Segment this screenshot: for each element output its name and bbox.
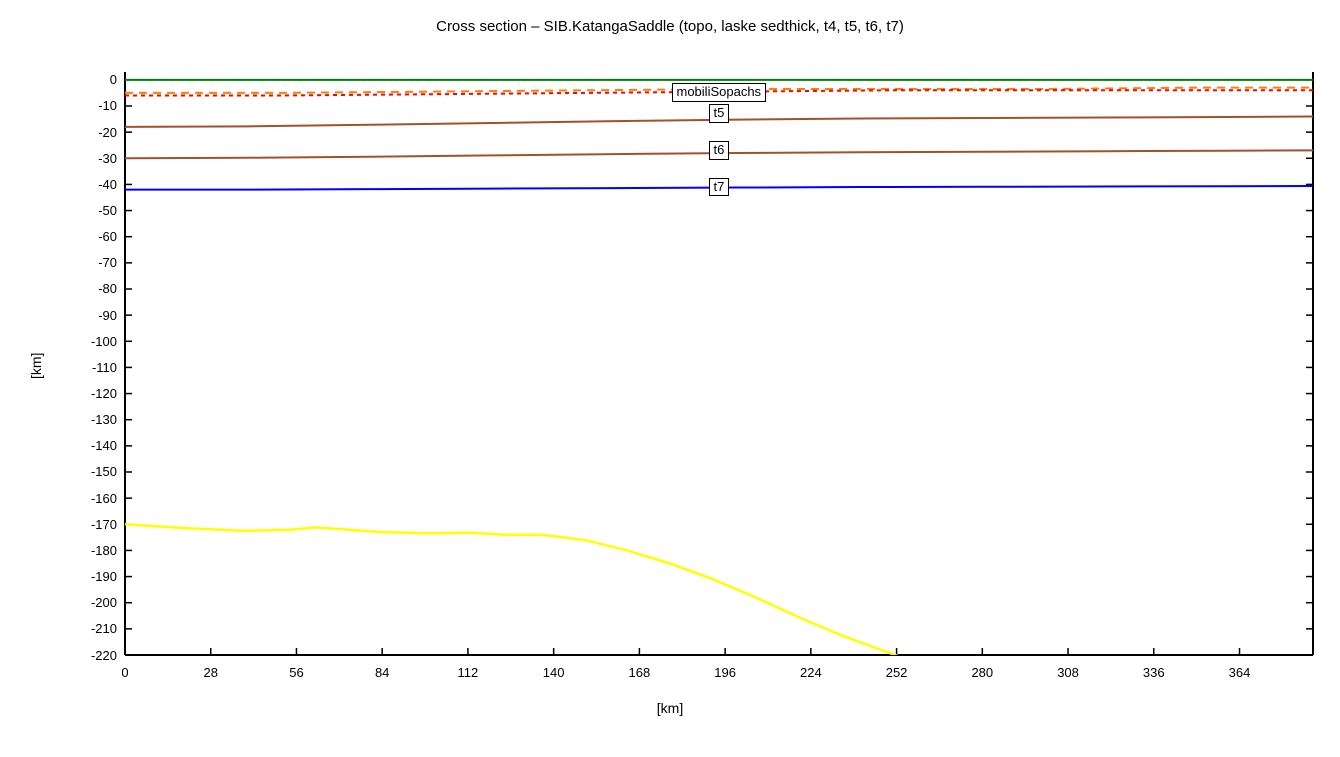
series-label: t7: [709, 178, 730, 197]
y-tick-label: -80: [98, 281, 117, 296]
y-tick-label: -20: [98, 125, 117, 140]
y-tick-label: -60: [98, 229, 117, 244]
y-tick-label: -140: [91, 438, 117, 453]
y-tick-label: -10: [98, 98, 117, 113]
x-tick-label: 224: [796, 665, 826, 680]
x-tick-label: 364: [1225, 665, 1255, 680]
y-tick-label: -30: [98, 151, 117, 166]
series-yellow: [125, 524, 906, 659]
chart-container: Cross section – SIB.KatangaSaddle (topo,…: [0, 0, 1340, 757]
series-label: mobiliSopachs: [672, 83, 767, 102]
chart-svg: [0, 0, 1340, 757]
y-tick-label: -170: [91, 517, 117, 532]
y-tick-label: -40: [98, 177, 117, 192]
x-tick-label: 84: [367, 665, 397, 680]
x-tick-label: 56: [281, 665, 311, 680]
x-tick-label: 252: [882, 665, 912, 680]
x-tick-label: 168: [624, 665, 654, 680]
x-tick-label: 140: [539, 665, 569, 680]
y-tick-label: -190: [91, 569, 117, 584]
series-label: t6: [709, 141, 730, 160]
y-tick-label: -100: [91, 334, 117, 349]
x-tick-label: 280: [967, 665, 997, 680]
x-tick-label: 308: [1053, 665, 1083, 680]
x-tick-label: 28: [196, 665, 226, 680]
y-tick-label: -220: [91, 648, 117, 663]
y-tick-label: -50: [98, 203, 117, 218]
x-tick-label: 112: [453, 665, 483, 680]
y-tick-label: -110: [92, 360, 117, 375]
series-label: t5: [709, 104, 730, 123]
y-tick-label: -120: [91, 386, 117, 401]
y-tick-label: 0: [110, 72, 117, 87]
y-tick-label: -130: [91, 412, 117, 427]
y-tick-label: -200: [91, 595, 117, 610]
y-tick-label: -90: [98, 308, 117, 323]
y-tick-label: -150: [91, 464, 117, 479]
y-tick-label: -160: [91, 491, 117, 506]
y-tick-label: -70: [98, 255, 117, 270]
y-tick-label: -210: [91, 621, 117, 636]
x-tick-label: 196: [710, 665, 740, 680]
x-tick-label: 0: [110, 665, 140, 680]
x-tick-label: 336: [1139, 665, 1169, 680]
y-tick-label: -180: [91, 543, 117, 558]
